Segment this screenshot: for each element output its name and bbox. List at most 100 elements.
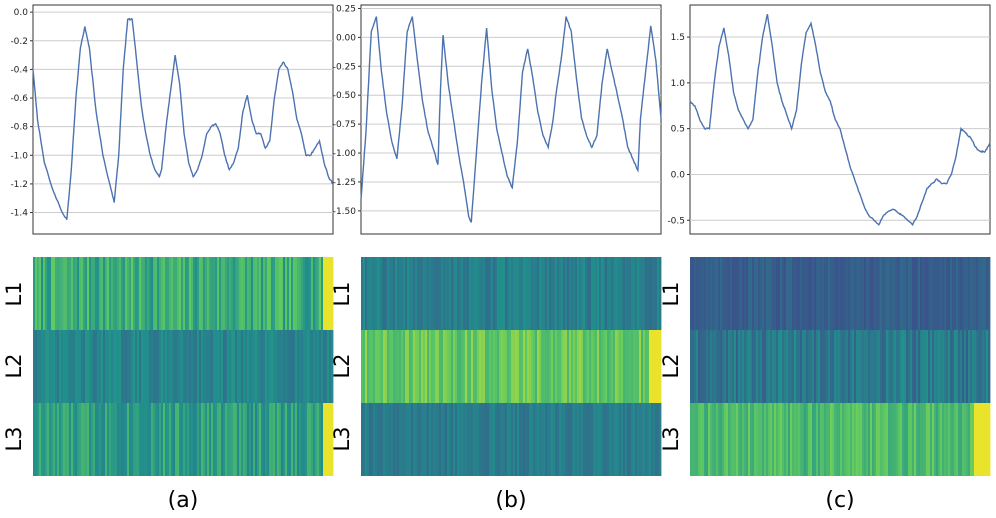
heatmap-cell-c-l3-55 (800, 403, 803, 476)
heatmap-cell-c-l1-78 (846, 257, 849, 330)
heatmap-cell-c-l3-108 (906, 403, 909, 476)
heatmap-cell-b-l2-137 (635, 330, 638, 403)
heatmap-cell-b-l3-43 (447, 403, 450, 476)
heatmap-cell-b-l3-149 (659, 403, 662, 476)
heatmap-cell-a-l1-141 (315, 257, 318, 330)
heatmap-cell-c-l3-24 (738, 403, 741, 476)
heatmap-cell-b-l3-104 (569, 403, 572, 476)
heatmap-cell-b-l1-103 (567, 257, 570, 330)
heatmap-cell-c-l2-147 (984, 330, 987, 403)
heatmap-cell-a-l3-120 (273, 403, 276, 476)
heatmap-cell-a-l3-133 (299, 403, 302, 476)
heatmap-cell-c-l2-111 (912, 330, 915, 403)
heatmap-cell-b-l3-60 (481, 403, 484, 476)
heatmap-cell-c-l3-94 (878, 403, 881, 476)
heatmap-cell-c-l2-39 (768, 330, 771, 403)
heatmap-cell-c-l2-37 (764, 330, 767, 403)
heatmap-cell-a-l2-89 (211, 330, 214, 403)
heatmap-cell-b-l3-148 (657, 403, 660, 476)
heatmap-cell-c-l3-56 (802, 403, 805, 476)
y-tick-label-b-2: -0.25 (333, 62, 356, 72)
heatmap-cell-c-l3-78 (846, 403, 849, 476)
heatmap-cell-b-l2-18 (397, 330, 400, 403)
heatmap-cell-a-l1-52 (137, 257, 140, 330)
heatmap-cell-b-l3-87 (535, 403, 538, 476)
heatmap-cell-c-l2-23 (736, 330, 739, 403)
heatmap-cell-c-l1-30 (750, 257, 753, 330)
heatmap-cell-b-l1-85 (531, 257, 534, 330)
heatmap-cell-b-l3-56 (473, 403, 476, 476)
heatmap-cell-b-l1-12 (385, 257, 388, 330)
heatmap-cell-b-l1-66 (493, 257, 496, 330)
heatmap-cell-b-l2-140 (641, 330, 644, 403)
heatmap-cell-a-l2-100 (233, 330, 236, 403)
heatmap-cell-c-l1-145 (980, 257, 983, 330)
heatmap-cell-b-l3-80 (521, 403, 524, 476)
heatmap-cell-b-l1-7 (375, 257, 378, 330)
heatmap-cell-c-l1-10 (710, 257, 713, 330)
heatmap-cell-c-l3-114 (918, 403, 921, 476)
heatmap-cell-a-l1-83 (199, 257, 202, 330)
heatmap-cell-c-l1-43 (776, 257, 779, 330)
heatmap-cell-b-l3-81 (523, 403, 526, 476)
heatmap-b (361, 257, 662, 476)
heatmap-cell-b-l2-81 (523, 330, 526, 403)
heatmap-cell-b-l1-107 (575, 257, 578, 330)
heatmap-cell-b-l2-113 (587, 330, 590, 403)
heatmap-cell-a-l1-92 (217, 257, 220, 330)
heatmap-cell-a-l3-102 (237, 403, 240, 476)
heatmap-cell-a-l2-139 (311, 330, 314, 403)
heatmap-cell-c-l1-62 (814, 257, 817, 330)
heatmap-cell-b-l2-5 (371, 330, 374, 403)
heatmap-cell-c-l1-99 (888, 257, 891, 330)
heatmap-cell-a-l2-99 (231, 330, 234, 403)
heatmap-cell-b-l2-63 (487, 330, 490, 403)
heatmap-cell-b-l3-135 (631, 403, 634, 476)
heatmap-cell-c-l1-33 (756, 257, 759, 330)
heatmap-cell-c-l2-91 (872, 330, 875, 403)
heatmap-cell-c-l2-73 (836, 330, 839, 403)
heatmap-cell-c-l1-82 (854, 257, 857, 330)
heatmap-cell-c-l3-79 (848, 403, 851, 476)
heatmap-cell-c-l2-14 (718, 330, 721, 403)
heatmap-cell-a-l3-49 (131, 403, 134, 476)
heatmap-cell-c-l3-137 (964, 403, 967, 476)
heatmap-cell-b-l1-51 (463, 257, 466, 330)
heatmap-cell-c-l3-75 (840, 403, 843, 476)
heatmap-cell-c-l2-131 (952, 330, 955, 403)
heatmap-cell-a-l3-75 (183, 403, 186, 476)
heatmap-cell-a-l3-81 (195, 403, 198, 476)
heatmap-cell-c-l2-75 (840, 330, 843, 403)
heatmap-cell-b-l3-112 (585, 403, 588, 476)
heatmap-cell-c-l1-118 (926, 257, 929, 330)
heatmap-cell-b-l1-21 (403, 257, 406, 330)
heatmap-cell-c-l3-19 (728, 403, 731, 476)
heatmap-cell-a-l1-70 (173, 257, 176, 330)
heatmap-cell-c-l3-82 (854, 403, 857, 476)
heatmap-cell-a-l1-48 (129, 257, 132, 330)
heatmap-cell-b-l2-112 (585, 330, 588, 403)
heatmap-cell-b-l2-131 (623, 330, 626, 403)
heatmap-cell-b-l3-68 (497, 403, 500, 476)
heatmap-cell-a-l1-20 (73, 257, 76, 330)
heatmap-cell-b-l2-98 (557, 330, 560, 403)
heatmap-cell-a-l3-114 (261, 403, 264, 476)
heatmap-cell-c-l1-137 (964, 257, 967, 330)
heatmap-cell-c-l3-147 (984, 403, 987, 476)
heatmap-cell-a-l1-135 (303, 257, 306, 330)
heatmap-cell-b-l3-117 (595, 403, 598, 476)
heatmap-cell-c-l1-121 (932, 257, 935, 330)
heatmap-cell-a-l3-132 (297, 403, 300, 476)
heatmap-cell-c-l1-112 (914, 257, 917, 330)
heatmap-cell-b-l3-75 (511, 403, 514, 476)
heatmap-cell-c-l1-4 (698, 257, 701, 330)
heatmap-cell-c-l2-33 (756, 330, 759, 403)
heatmap-cell-c-l2-132 (954, 330, 957, 403)
heatmap-cell-a-l3-12 (57, 403, 60, 476)
heatmap-cell-b-l3-142 (645, 403, 648, 476)
heatmap-cell-a-l3-149 (331, 403, 334, 476)
heatmap-cell-b-l3-8 (377, 403, 380, 476)
heatmap-cell-b-l2-132 (625, 330, 628, 403)
heatmap-cell-a-l3-84 (201, 403, 204, 476)
heatmap-cell-c-l1-34 (758, 257, 761, 330)
